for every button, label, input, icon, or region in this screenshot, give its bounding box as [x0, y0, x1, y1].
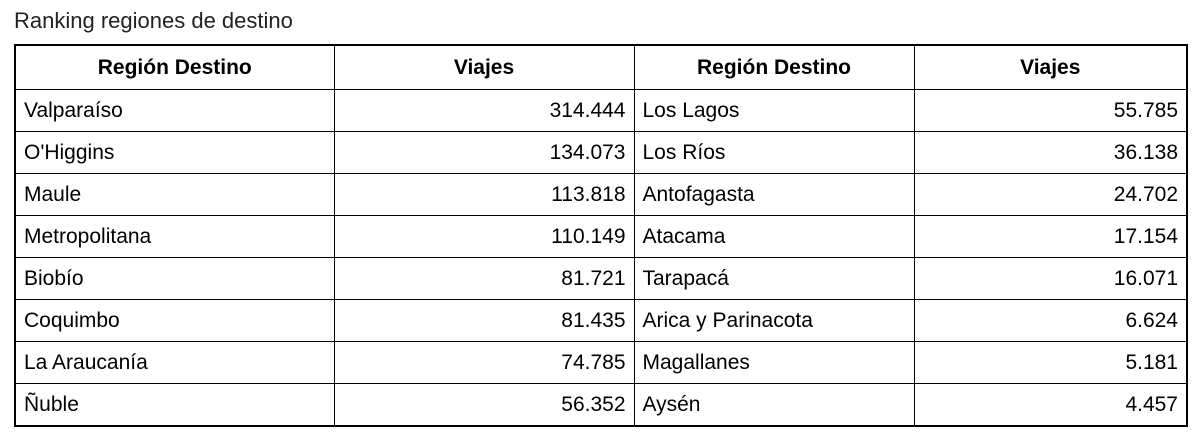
trips-cell: 110.149 [333, 215, 635, 258]
trips-cell: 24.702 [913, 173, 1188, 216]
trips-cell: 113.818 [333, 173, 635, 216]
trips-cell: 55.785 [913, 89, 1188, 132]
table-row: Biobío 81.721 Tarapacá 16.071 [14, 257, 1188, 300]
region-cell: O'Higgins [14, 131, 335, 174]
trips-cell: 314.444 [333, 89, 635, 132]
column-header: Viajes [913, 44, 1188, 90]
table-body: Valparaíso 314.444 Los Lagos 55.785 O'Higgin… [14, 89, 1188, 427]
trips-cell: 16.071 [913, 257, 1188, 300]
table-row: Valparaíso 314.444 Los Lagos 55.785 [14, 89, 1188, 132]
region-cell: Los Lagos [633, 89, 915, 132]
header-row: Región Destino Viajes Región Destino Viajes [14, 44, 1188, 90]
region-cell: Maule [14, 173, 335, 216]
trips-cell: 5.181 [913, 341, 1188, 384]
trips-cell: 36.138 [913, 131, 1188, 174]
table-row: Metropolitana 110.149 Atacama 17.154 [14, 215, 1188, 258]
region-cell: Tarapacá [633, 257, 915, 300]
title: Ranking regiones de destino [14, 8, 293, 33]
region-cell: Antofagasta [633, 173, 915, 216]
table: Región Destino Viajes Región Destino Viajes… [14, 44, 1188, 427]
trips-cell: 74.785 [333, 341, 635, 384]
region-cell: Metropolitana [14, 215, 335, 258]
region-cell: Aysén [633, 383, 915, 427]
column-header: Viajes [333, 44, 635, 90]
table-header: Región Destino Viajes Región Destino Viajes [14, 44, 1188, 90]
region-cell: Coquimbo [14, 299, 335, 342]
column-header: Región Destino [14, 44, 335, 90]
trips-cell: 4.457 [913, 383, 1188, 427]
trips-cell: 56.352 [333, 383, 635, 427]
region-cell: Ñuble [14, 383, 335, 427]
region-cell: Los Ríos [633, 131, 915, 174]
trips-cell: 17.154 [913, 215, 1188, 258]
region-cell: Biobío [14, 257, 335, 300]
table-row: Maule 113.818 Antofagasta 24.702 [14, 173, 1188, 216]
trips-cell: 134.073 [333, 131, 635, 174]
region-cell: Arica y Parinacota [633, 299, 915, 342]
region-cell: Magallanes [633, 341, 915, 384]
trips-cell: 81.721 [333, 257, 635, 300]
trips-cell: 81.435 [333, 299, 635, 342]
table-row: Coquimbo 81.435 Arica y Parinacota 6.624 [14, 299, 1188, 342]
table-row: La Araucanía 74.785 Magallanes 5.181 [14, 341, 1188, 384]
region-cell: Atacama [633, 215, 915, 258]
column-header: Región Destino [633, 44, 915, 90]
table-row: Ñuble 56.352 Aysén 4.457 [14, 383, 1188, 427]
region-cell: La Araucanía [14, 341, 335, 384]
table-row: O'Higgins 134.073 Los Ríos 36.138 [14, 131, 1188, 174]
trips-cell: 6.624 [913, 299, 1188, 342]
region-cell: Valparaíso [14, 89, 335, 132]
